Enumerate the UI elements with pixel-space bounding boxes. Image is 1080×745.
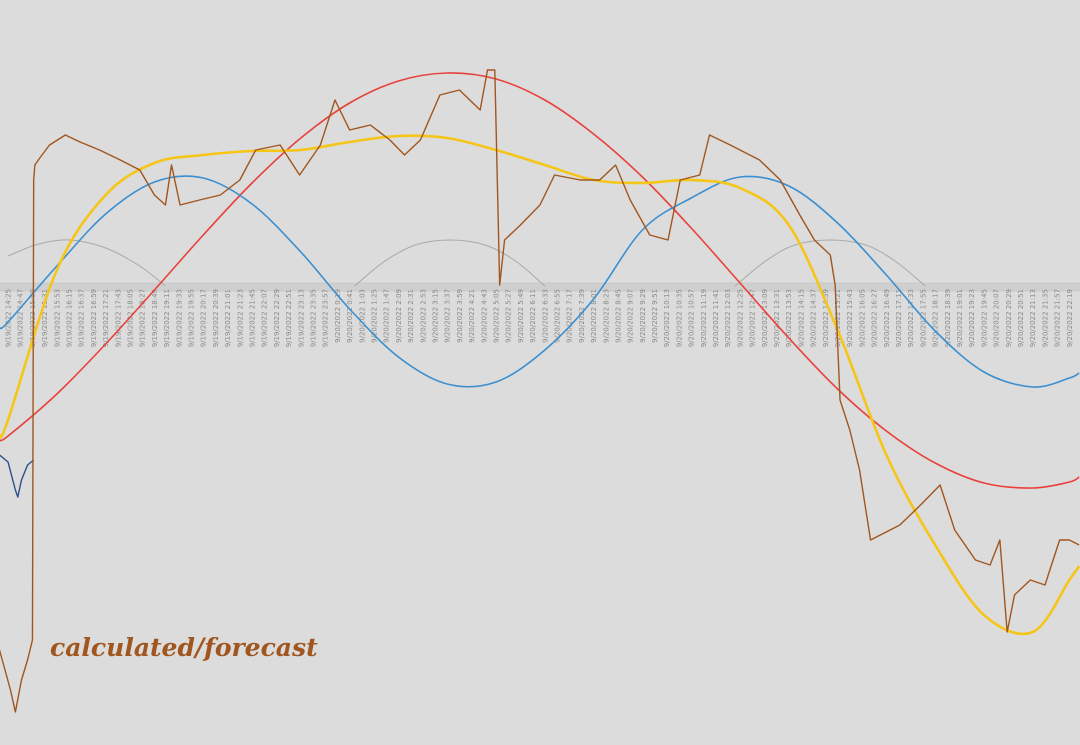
series-line	[0, 175, 1080, 388]
axis-band	[0, 282, 1080, 292]
x-axis: 9/19/2022 14:25 9/19/2022 14:47 9/19/2022 …	[5, 289, 1074, 347]
x-tick-label: 9/20/2022 6:55	[553, 289, 561, 343]
x-tick-label: 9/20/2022 10:35	[675, 289, 683, 347]
x-tick-label: 9/19/2022 19:33	[175, 289, 183, 347]
x-tick-label: 9/20/2022 5:49	[517, 289, 525, 343]
x-tick-label: 9/20/2022 6:33	[541, 289, 549, 343]
x-tick-label: 9/20/2022 3:37	[444, 289, 452, 343]
x-tick-label: 9/20/2022 0:41	[346, 289, 354, 343]
x-tick-label: 9/20/2022 4:43	[480, 289, 488, 343]
series-line	[0, 69, 1080, 713]
x-tick-label: 9/20/2022 3:59	[456, 289, 464, 343]
x-tick-label: 9/20/2022 13:31	[773, 289, 781, 347]
x-tick-label: 9/20/2022 17:11	[895, 289, 903, 347]
x-tick-label: 9/20/2022 5:05	[492, 289, 500, 343]
x-tick-label: 9/20/2022 16:49	[883, 289, 891, 347]
x-tick-label: 9/20/2022 8:45	[614, 289, 622, 343]
x-tick-label: 9/20/2022 1:03	[358, 289, 366, 343]
x-tick-label: 9/20/2022 1:25	[370, 289, 378, 343]
x-tick-label: 9/20/2022 13:09	[761, 289, 769, 347]
x-tick-label: 9/20/2022 12:03	[724, 289, 732, 347]
x-tick-label: 9/20/2022 20:07	[993, 289, 1001, 347]
x-tick-label: 9/19/2022 17:43	[114, 289, 122, 347]
x-tick-label: 9/20/2022 19:45	[980, 289, 988, 347]
x-tick-label: 9/20/2022 16:27	[871, 289, 879, 347]
x-tick-label: 9/19/2022 18:05	[126, 289, 134, 347]
x-tick-label: 9/20/2022 6:11	[529, 289, 537, 343]
x-tick-label: 9/20/2022 3:15	[431, 289, 439, 343]
x-tick-label: 9/19/2022 23:57	[322, 289, 330, 347]
x-tick-label: 9/19/2022 20:39	[212, 289, 220, 347]
x-tick-label: 9/20/2022 11:19	[700, 289, 708, 347]
x-tick-label: 9/20/2022 9:51	[651, 289, 659, 343]
x-tick-label: 9/19/2022 21:45	[248, 289, 256, 347]
x-tick-label: 9/19/2022 14:25	[5, 289, 13, 347]
x-tick-label: 9/19/2022 19:55	[187, 289, 195, 347]
x-tick-label: 9/20/2022 16:05	[858, 289, 866, 347]
x-tick-label: 9/19/2022 16:59	[90, 289, 98, 347]
annotation: calculated/forecast	[50, 633, 318, 662]
x-tick-label: 9/19/2022 15:53	[53, 289, 61, 347]
x-tick-label: 9/19/2022 16:15	[65, 289, 73, 347]
x-tick-label: 9/20/2022 14:37	[810, 289, 818, 347]
x-tick-label: 9/19/2022 14:47	[17, 289, 25, 347]
series-line	[7, 239, 926, 287]
x-tick-label: 9/19/2022 18:49	[151, 289, 159, 347]
x-tick-label: 9/20/2022 17:33	[907, 289, 915, 347]
x-tick-label: 9/20/2022 22:19	[1066, 289, 1074, 347]
x-tick-label: 9/20/2022 10:13	[663, 289, 671, 347]
x-tick-label: 9/20/2022 18:39	[944, 289, 952, 347]
x-tick-label: 9/20/2022 21:13	[1029, 289, 1037, 347]
x-tick-label: 9/20/2022 2:31	[407, 289, 415, 343]
x-tick-label: 9/20/2022 9:29	[639, 289, 647, 343]
x-tick-label: 9/20/2022 9:07	[627, 289, 635, 343]
x-tick-label: 9/19/2022 22:51	[285, 289, 293, 347]
x-tick-label: 9/20/2022 8:23	[602, 289, 610, 343]
x-tick-label: 9/20/2022 0:19	[334, 289, 342, 343]
x-tick-label: 9/19/2022 19:11	[163, 289, 171, 347]
x-tick-label: 9/20/2022 20:29	[1005, 289, 1013, 347]
x-tick-label: 9/20/2022 14:15	[797, 289, 805, 347]
x-tick-label: 9/19/2022 23:35	[309, 289, 317, 347]
x-tick-label: 9/20/2022 4:21	[468, 289, 476, 343]
series-line	[0, 72, 1080, 489]
x-tick-label: 9/19/2022 16:37	[78, 289, 86, 347]
x-tick-label: 9/19/2022 21:01	[224, 289, 232, 347]
x-tick-label: 9/19/2022 17:21	[102, 289, 110, 347]
x-tick-label: 9/20/2022 5:27	[505, 289, 513, 343]
x-tick-label: 9/20/2022 8:01	[590, 289, 598, 343]
x-tick-label: 9/20/2022 19:23	[968, 289, 976, 347]
x-tick-label: 9/20/2022 20:51	[1017, 289, 1025, 347]
series-line	[0, 134, 1080, 636]
x-tick-label: 9/20/2022 14:59	[822, 289, 830, 347]
x-tick-label: 9/19/2022 18:27	[139, 289, 147, 347]
plot-area	[0, 69, 1080, 713]
x-tick-label: 9/19/2022 20:17	[200, 289, 208, 347]
x-tick-label: 9/20/2022 2:53	[419, 289, 427, 343]
x-tick-label: 9/20/2022 10:57	[688, 289, 696, 347]
x-tick-label: 9/19/2022 22:29	[273, 289, 281, 347]
x-tick-label: 9/19/2022 21:23	[236, 289, 244, 347]
x-tick-label: 9/20/2022 12:47	[749, 289, 757, 347]
x-tick-label: 9/20/2022 7:17	[566, 289, 574, 343]
x-tick-label: 9/20/2022 13:53	[785, 289, 793, 347]
x-tick-label: 9/19/2022 22:07	[261, 289, 269, 347]
x-tick-label: 9/20/2022 18:17	[932, 289, 940, 347]
x-tick-label: 9/20/2022 2:09	[395, 289, 403, 343]
x-tick-label: 9/20/2022 1:47	[383, 289, 391, 343]
x-tick-label: 9/20/2022 21:35	[1041, 289, 1049, 347]
x-tick-label: 9/19/2022 15:31	[41, 289, 49, 347]
x-tick-label: 9/20/2022 11:41	[712, 289, 720, 347]
x-tick-label: 9/20/2022 7:39	[578, 289, 586, 343]
series-line	[0, 454, 35, 498]
x-tick-label: 9/19/2022 23:13	[297, 289, 305, 347]
x-tick-label: 9/20/2022 12:25	[736, 289, 744, 347]
x-tick-label: 9/20/2022 21:57	[1054, 289, 1062, 347]
x-tick-label: 9/20/2022 15:43	[846, 289, 854, 347]
x-tick-label: 9/20/2022 19:01	[956, 289, 964, 347]
x-tick-label: 9/20/2022 15:21	[834, 289, 842, 347]
